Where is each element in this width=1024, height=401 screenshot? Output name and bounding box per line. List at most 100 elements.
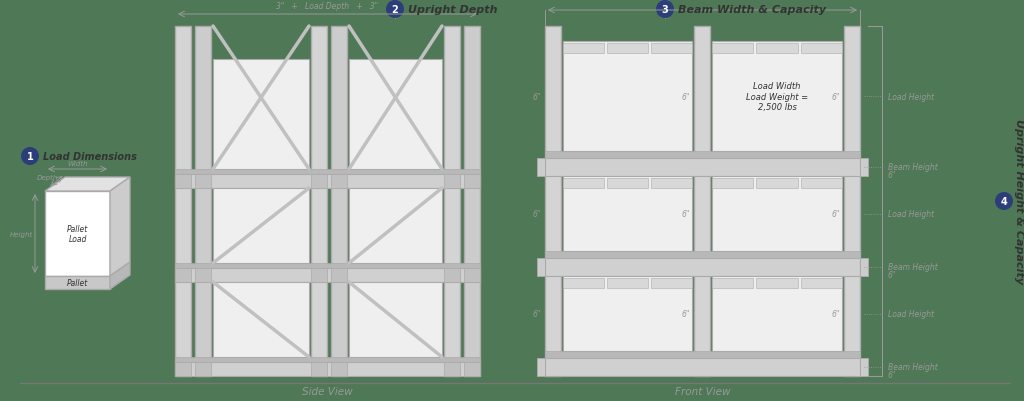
- Bar: [45, 276, 110, 289]
- Circle shape: [656, 1, 674, 19]
- Bar: [175, 362, 480, 376]
- Bar: [213, 60, 309, 170]
- Bar: [175, 263, 480, 268]
- Bar: [331, 362, 347, 376]
- Text: 4: 4: [1000, 196, 1008, 207]
- Bar: [464, 268, 480, 282]
- Bar: [712, 276, 842, 351]
- Bar: [860, 159, 868, 176]
- Bar: [311, 27, 327, 376]
- Text: 3: 3: [662, 5, 669, 15]
- Bar: [331, 268, 347, 282]
- Text: 6": 6": [831, 92, 840, 101]
- Bar: [801, 178, 842, 188]
- Bar: [563, 176, 692, 251]
- Bar: [175, 174, 191, 188]
- Text: 6": 6": [682, 209, 690, 219]
- Text: Upright Depth: Upright Depth: [408, 5, 498, 15]
- Bar: [607, 44, 648, 54]
- Bar: [349, 282, 442, 357]
- Text: Pallet: Pallet: [67, 278, 88, 287]
- Circle shape: [22, 148, 39, 166]
- Bar: [311, 362, 327, 376]
- Text: Beam Height: Beam Height: [888, 363, 938, 372]
- Text: Load Height: Load Height: [888, 309, 934, 318]
- Bar: [213, 282, 309, 357]
- Bar: [545, 251, 860, 258]
- Bar: [607, 278, 648, 288]
- Bar: [213, 188, 309, 263]
- Bar: [444, 268, 460, 282]
- Text: 6": 6": [532, 209, 541, 219]
- Bar: [464, 27, 480, 376]
- Bar: [537, 358, 545, 376]
- Polygon shape: [110, 178, 130, 276]
- Bar: [175, 357, 480, 362]
- Bar: [651, 44, 692, 54]
- Bar: [801, 278, 842, 288]
- Text: Side View: Side View: [302, 386, 353, 396]
- Bar: [175, 27, 191, 376]
- Bar: [757, 178, 798, 188]
- Text: 6": 6": [532, 309, 541, 318]
- Bar: [563, 276, 692, 351]
- Bar: [175, 362, 191, 376]
- Bar: [175, 174, 480, 188]
- Bar: [349, 188, 442, 263]
- Text: Upright Height & Capacity: Upright Height & Capacity: [1014, 119, 1024, 284]
- Text: 6": 6": [831, 209, 840, 219]
- Text: Beam Width & Capacity: Beam Width & Capacity: [678, 5, 826, 15]
- Bar: [444, 362, 460, 376]
- Bar: [331, 174, 347, 188]
- Bar: [175, 170, 480, 174]
- Bar: [563, 42, 692, 152]
- Bar: [844, 27, 860, 376]
- Bar: [757, 278, 798, 288]
- Circle shape: [386, 1, 404, 19]
- Bar: [860, 358, 868, 376]
- Bar: [545, 358, 860, 376]
- Text: 2: 2: [391, 5, 398, 15]
- Bar: [545, 27, 561, 376]
- Text: Front View: Front View: [675, 386, 730, 396]
- Bar: [651, 278, 692, 288]
- Text: Height: Height: [10, 231, 33, 237]
- Text: Depth: Depth: [36, 174, 57, 180]
- Polygon shape: [45, 178, 130, 192]
- Text: Load Height: Load Height: [888, 209, 934, 219]
- Bar: [537, 159, 545, 176]
- Bar: [712, 44, 754, 54]
- Bar: [651, 178, 692, 188]
- Bar: [545, 159, 860, 176]
- Bar: [563, 178, 604, 188]
- Text: Width: Width: [68, 160, 88, 166]
- Bar: [712, 278, 754, 288]
- Bar: [45, 192, 110, 276]
- Text: Load Height: Load Height: [888, 92, 934, 101]
- Bar: [545, 351, 860, 358]
- Bar: [545, 152, 860, 159]
- Bar: [195, 362, 211, 376]
- Text: 6": 6": [532, 92, 541, 101]
- Bar: [331, 27, 347, 376]
- Text: 1: 1: [27, 152, 34, 162]
- Text: Pallet
Load: Pallet Load: [67, 224, 88, 243]
- Text: Beam Height: Beam Height: [888, 263, 938, 272]
- Bar: [563, 44, 604, 54]
- Bar: [444, 27, 460, 376]
- Bar: [712, 178, 754, 188]
- Bar: [545, 258, 860, 276]
- Bar: [712, 42, 842, 152]
- Text: 6": 6": [682, 92, 690, 101]
- Bar: [311, 268, 327, 282]
- Bar: [537, 258, 545, 276]
- Text: Load Dimensions: Load Dimensions: [43, 152, 137, 162]
- Text: 6": 6": [888, 271, 896, 280]
- Circle shape: [995, 192, 1013, 211]
- Bar: [195, 268, 211, 282]
- Bar: [860, 258, 868, 276]
- Bar: [311, 174, 327, 188]
- Text: 6": 6": [888, 171, 896, 180]
- Polygon shape: [110, 262, 130, 289]
- Bar: [464, 362, 480, 376]
